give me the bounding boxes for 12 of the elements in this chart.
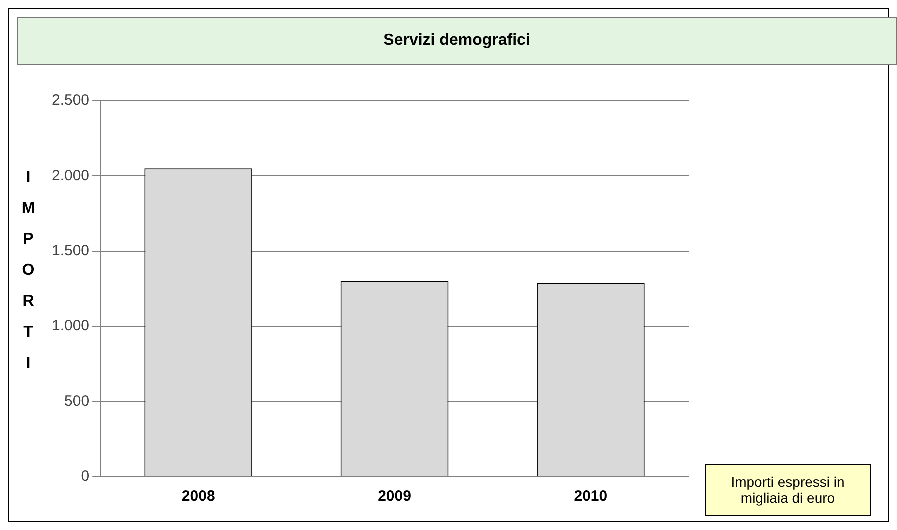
y-tick-label: 1.000 (52, 318, 90, 335)
y-tick-label: 500 (64, 392, 90, 410)
chart-title: Servizi demografici (17, 17, 897, 65)
y-tick-label: 1.500 (52, 242, 90, 260)
y-tick-label: 2.000 (52, 167, 90, 184)
text: Importi espressi in migliaia di euro (705, 464, 871, 516)
y-tick-label: 2.500 (52, 92, 90, 110)
y-tick-label: 0 (81, 468, 90, 486)
y-axis-title: IMPORTI (19, 169, 37, 386)
x-tick-label: 2010 (574, 488, 608, 506)
x-tick-label: 2008 (182, 488, 216, 506)
x-tick-label: 2009 (378, 488, 412, 506)
